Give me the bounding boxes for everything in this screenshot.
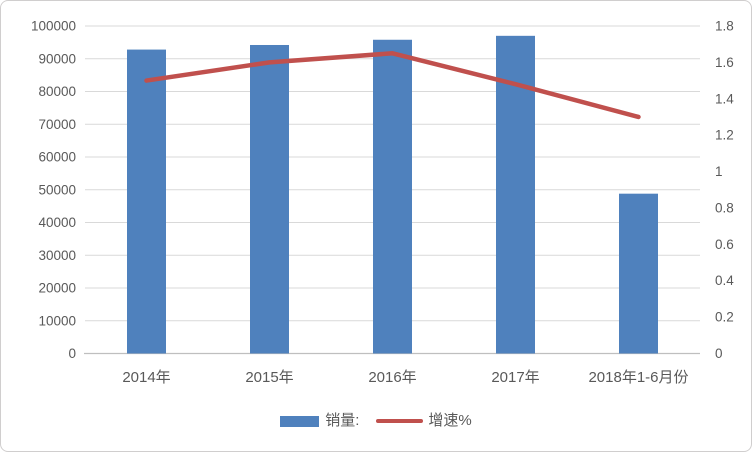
y-axis-left-tick: 0	[68, 346, 76, 361]
y-axis-right-tick: 1.2	[715, 128, 734, 143]
x-axis-label: 2015年	[245, 369, 293, 386]
bar-2018年1-6月份	[619, 193, 658, 354]
bar-2014年	[127, 49, 166, 354]
x-axis-label: 2017年	[491, 369, 539, 386]
x-axis-label: 2016年	[368, 369, 416, 386]
sales-legend-label: 销量:	[325, 412, 360, 429]
growth-line	[144, 51, 641, 120]
y-axis-right-tick: 0.2	[715, 310, 734, 325]
y-axis-left-tick: 40000	[38, 215, 76, 230]
legend: 销量: 增速%	[1, 410, 751, 432]
y-axis-left-tick: 70000	[38, 117, 76, 132]
bar-2016年	[373, 39, 412, 354]
y-axis-left-tick: 60000	[38, 150, 76, 165]
y-axis-right-tick: 1.6	[715, 55, 734, 70]
y-axis-right-tick: 0.8	[715, 200, 734, 215]
growth-legend-line	[376, 418, 424, 424]
y-axis-left-tick: 30000	[38, 248, 76, 263]
growth-legend-label: 增速%	[428, 412, 472, 429]
x-axis-label: 2014年	[122, 369, 170, 386]
y-axis-right-tick: 0.6	[715, 237, 734, 252]
y-axis-right-tick: 1.8	[715, 19, 734, 34]
y-axis-left-tick: 10000	[38, 313, 76, 328]
y-axis-left-tick: 100000	[31, 19, 76, 34]
sales-legend-swatch	[280, 415, 320, 427]
x-axis-label: 2018年1-6月份	[588, 369, 688, 386]
y-axis-right-tick: 0	[715, 346, 723, 361]
y-axis-right-tick: 1.4	[715, 91, 734, 106]
y-axis-left-tick: 20000	[38, 281, 76, 296]
y-axis-left-tick: 50000	[38, 182, 76, 197]
y-axis-left-tick: 80000	[38, 84, 76, 99]
y-axis-right-tick: 0.4	[715, 273, 734, 288]
y-axis-right-tick: 1	[715, 164, 723, 179]
y-axis-left-tick: 90000	[38, 51, 76, 66]
bar-2015年	[250, 44, 289, 354]
